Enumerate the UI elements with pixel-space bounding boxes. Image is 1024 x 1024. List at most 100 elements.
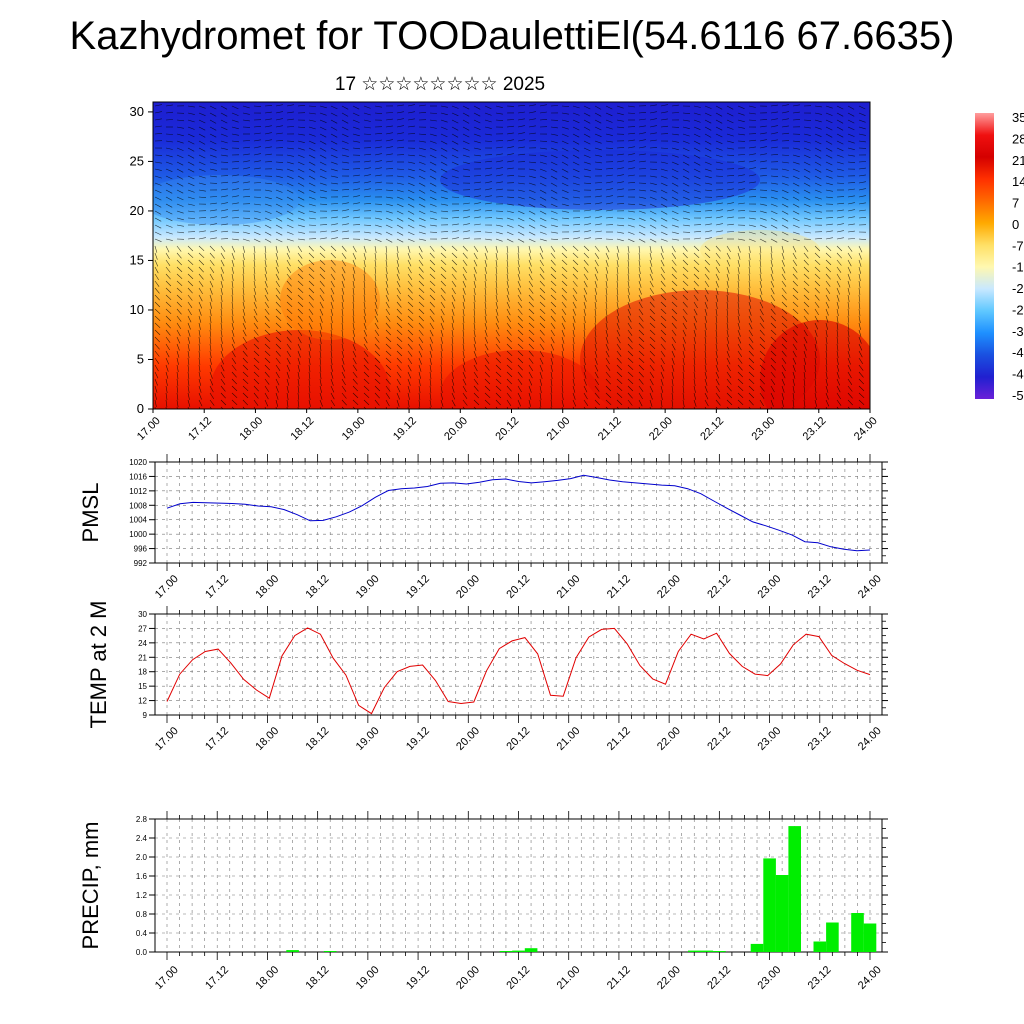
wind-barb [550,343,555,351]
wind-barb [583,287,588,295]
wind-barb [374,294,377,302]
heatmap-blob [440,150,760,210]
wind-barb [836,287,840,295]
wind-barb [737,385,744,392]
wind-barb [440,133,448,138]
wind-barb [242,294,245,302]
x-tick-label: 23.12 [806,725,834,753]
wind-barb [165,245,170,253]
wind-barb [528,287,534,294]
wind-barb [814,252,821,259]
wind-barb [352,147,361,150]
wind-barb [385,385,391,392]
wind-barb [165,350,170,358]
wind-barb [187,329,191,337]
wind-barb [770,132,778,135]
wind-barb [396,217,404,222]
wind-barb [649,273,654,281]
wind-barb [649,336,656,343]
wind-barb [704,154,712,159]
wind-barb [220,392,226,399]
wind-barb [319,230,327,233]
wind-barb [418,245,423,253]
wind-barb [616,350,622,357]
wind-barb [462,315,465,323]
wind-barb [825,252,832,259]
wind-barb [297,280,304,287]
wind-barb [187,322,191,330]
wind-barb [209,273,214,281]
wind-barb [847,238,856,240]
wind-barb [693,385,696,393]
wind-barb [275,343,282,350]
wind-barb [418,175,426,180]
x-tick-label: 18.12 [304,964,332,992]
wind-barb [396,259,400,267]
wind-barb [847,223,855,226]
wind-barb [242,252,245,260]
wind-barb [209,140,217,145]
wind-barb [539,154,547,157]
wind-barb [473,322,476,330]
wind-barb [264,189,272,192]
wind-barb [363,280,366,288]
wind-barb [649,406,651,409]
wind-barb [484,273,487,281]
y-tick-label: 12 [138,697,147,706]
wind-barb [352,181,360,184]
wind-barb [583,385,588,393]
wind-barb [198,189,206,192]
wind-barb [209,202,217,205]
wind-barb [649,392,653,400]
wind-barb [693,154,701,159]
wind-barb [671,154,679,158]
wind-barb [649,118,657,121]
wind-barb [627,112,636,114]
wind-barb [297,140,305,143]
wind-barb [660,182,668,187]
wind-barb [407,175,415,179]
wind-barb [363,371,370,378]
wind-barb [275,273,280,281]
wind-barb [363,252,367,260]
temp2m-line [166,627,871,715]
wind-barb [517,294,522,302]
wind-barb [473,245,479,252]
wind-barb [462,202,470,205]
x-tick-label: 24.00 [856,573,884,601]
wind-barb [407,231,415,236]
wind-barb [759,160,767,163]
wind-barb [253,350,260,357]
wind-barb [671,224,679,228]
wind-barb [737,357,743,364]
wind-barb [858,315,861,323]
wind-barb [374,224,382,228]
wind-barb [396,224,404,229]
wind-barb [396,125,404,128]
wind-barb [858,181,866,184]
wind-barb [407,273,413,280]
wind-barb [693,112,701,116]
wind-barb [539,231,547,235]
y-tick-label: 1012 [129,487,147,496]
wind-barb [737,371,744,378]
wind-barb [638,329,645,336]
wind-barb [451,399,456,407]
wind-barb [220,147,228,150]
wind-barb [539,147,547,150]
wind-barb [572,392,576,400]
wind-barb [693,315,697,323]
wind-barb [396,350,403,357]
wind-barb [814,357,817,365]
x-tick-label: 21.00 [555,725,583,753]
wind-barb [330,406,333,409]
wind-barb [517,280,521,288]
wind-barb [594,161,602,164]
wind-barb [649,203,657,208]
wind-barb [275,406,277,409]
wind-barb [616,273,619,281]
wind-barb [825,406,828,409]
wind-barb [627,203,636,205]
wind-barb [671,245,676,253]
wind-barb [627,350,634,357]
